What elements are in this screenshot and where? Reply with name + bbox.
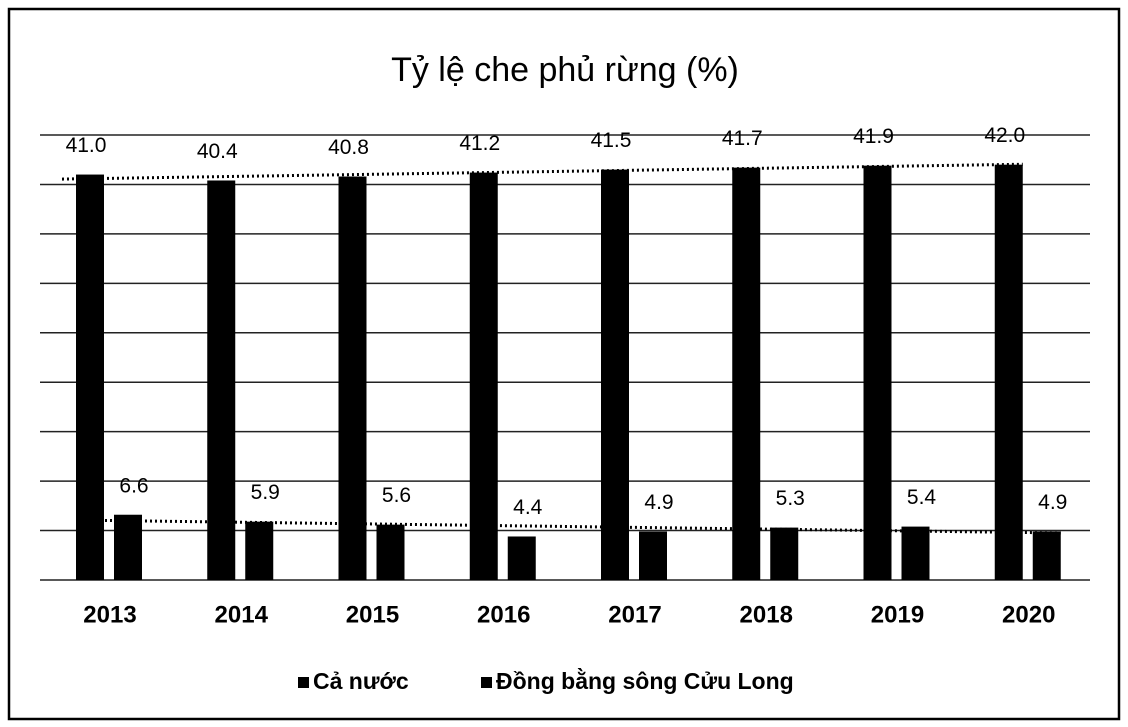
data-label: 4.9 — [1038, 491, 1067, 514]
bar — [770, 527, 799, 580]
data-label: 4.4 — [513, 496, 543, 519]
trendline — [61, 162, 1023, 181]
bar — [507, 536, 536, 580]
x-tick-label: 2020 — [1002, 601, 1055, 628]
bar — [1032, 531, 1061, 580]
chart-title: Tỷ lệ che phủ rừng (%) — [391, 51, 739, 89]
legend-marker — [481, 677, 492, 688]
bar — [207, 180, 236, 580]
x-tick-label: 2014 — [215, 601, 269, 628]
bar — [376, 524, 405, 580]
x-tick-label: 2015 — [346, 601, 399, 628]
legend-marker — [298, 677, 309, 688]
trendline — [99, 518, 1061, 535]
data-label: 41.0 — [66, 134, 107, 157]
data-label: 41.9 — [853, 125, 894, 148]
data-label: 40.8 — [328, 136, 369, 159]
chart-frame — [7, 7, 1121, 721]
data-label: 41.5 — [591, 129, 632, 152]
x-tick-label: 2017 — [608, 601, 661, 628]
bar — [469, 172, 498, 581]
bar — [76, 174, 104, 581]
x-tick-label: 2016 — [477, 601, 530, 628]
bar — [994, 164, 1023, 580]
data-label: 41.7 — [722, 127, 763, 150]
bar — [245, 521, 274, 580]
data-label: 41.2 — [459, 132, 500, 155]
bar — [639, 531, 667, 580]
bar — [901, 526, 930, 580]
bar — [732, 167, 761, 580]
bar — [863, 165, 892, 580]
bar — [338, 176, 367, 581]
data-label: 5.4 — [907, 486, 937, 509]
data-label: 5.3 — [776, 487, 805, 510]
legend-label: Cả nước — [313, 668, 409, 694]
legend-label: Đồng bằng sông Cửu Long — [496, 667, 794, 694]
data-label: 5.9 — [251, 481, 280, 504]
bar — [114, 514, 142, 580]
bar — [601, 169, 629, 580]
data-label: 40.4 — [197, 140, 238, 163]
data-label: 5.6 — [382, 484, 411, 507]
data-label: 6.6 — [119, 474, 148, 497]
x-tick-label: 2018 — [740, 601, 793, 628]
data-label: 4.9 — [644, 491, 673, 514]
data-label: 42.0 — [984, 124, 1025, 147]
x-tick-label: 2013 — [83, 601, 136, 628]
x-tick-label: 2019 — [871, 601, 924, 628]
